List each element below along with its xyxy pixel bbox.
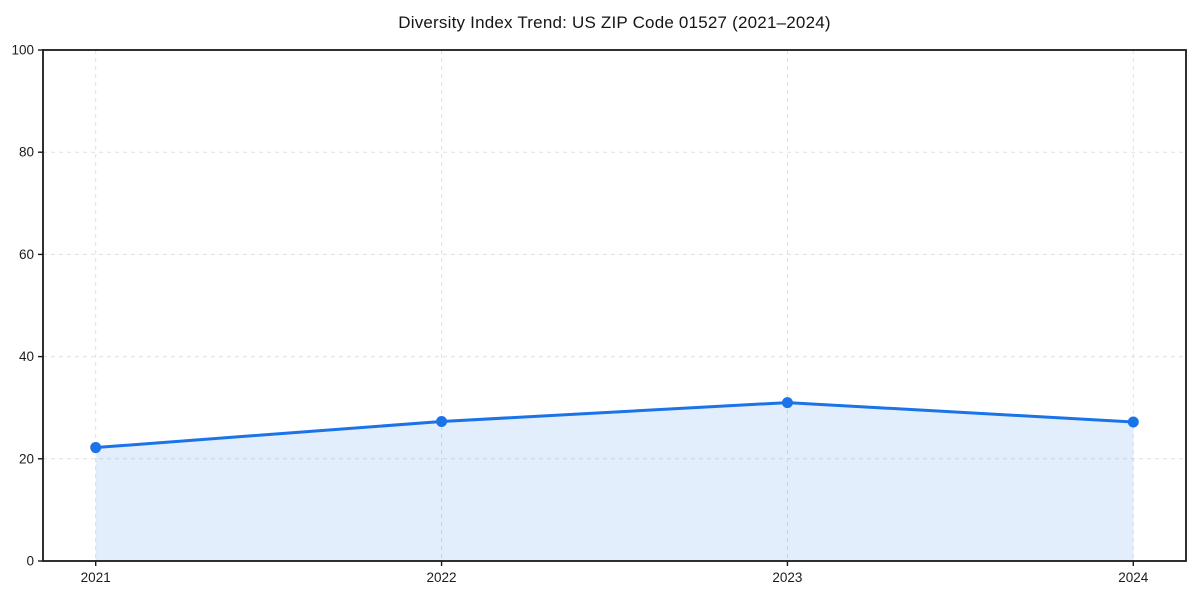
y-tick-label: 100: [11, 43, 34, 58]
area-fill: [95, 402, 1134, 561]
data-point: [1127, 416, 1139, 428]
y-tick-label: 40: [19, 349, 34, 364]
y-tick-label: 80: [19, 145, 34, 160]
chart-title: Diversity Index Trend: US ZIP Code 01527…: [398, 13, 831, 32]
data-point: [436, 415, 448, 427]
x-tick-label: 2021: [81, 570, 111, 585]
trend-line: [94, 401, 1135, 450]
plot-border: [42, 49, 1187, 562]
x-tick-label: 2023: [772, 570, 802, 585]
data-point: [90, 442, 102, 454]
y-tick-label: 60: [19, 247, 34, 262]
data-point: [781, 397, 793, 409]
x-tick-label: 2024: [1118, 570, 1149, 585]
y-tick-label: 20: [19, 451, 34, 466]
x-tick-label: 2022: [427, 570, 457, 585]
y-tick-label: 0: [26, 554, 34, 569]
